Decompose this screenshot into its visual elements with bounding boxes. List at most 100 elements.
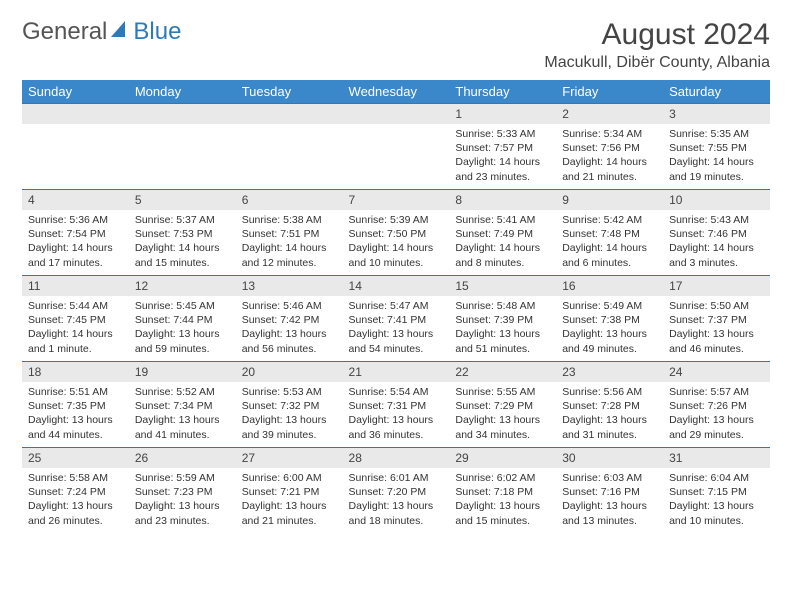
weekday-header: Wednesday [343, 80, 450, 104]
day-number: 12 [129, 276, 236, 296]
day-number: 19 [129, 362, 236, 382]
day-number: 30 [556, 448, 663, 468]
month-title: August 2024 [544, 18, 770, 52]
day-number: 16 [556, 276, 663, 296]
calendar-day-cell: 31Sunrise: 6:04 AMSunset: 7:15 PMDayligh… [663, 448, 770, 534]
calendar-day-cell: 16Sunrise: 5:49 AMSunset: 7:38 PMDayligh… [556, 276, 663, 362]
title-block: August 2024 Macukull, Dibër County, Alba… [544, 18, 770, 72]
day-details: Sunrise: 5:42 AMSunset: 7:48 PMDaylight:… [556, 210, 663, 274]
day-details: Sunrise: 5:48 AMSunset: 7:39 PMDaylight:… [449, 296, 556, 360]
calendar-day-cell: 4Sunrise: 5:36 AMSunset: 7:54 PMDaylight… [22, 190, 129, 276]
calendar-day-cell: 20Sunrise: 5:53 AMSunset: 7:32 PMDayligh… [236, 362, 343, 448]
calendar-day-cell: 24Sunrise: 5:57 AMSunset: 7:26 PMDayligh… [663, 362, 770, 448]
day-details: Sunrise: 5:54 AMSunset: 7:31 PMDaylight:… [343, 382, 450, 446]
day-number: 3 [663, 104, 770, 124]
day-details: Sunrise: 5:36 AMSunset: 7:54 PMDaylight:… [22, 210, 129, 274]
calendar-day-cell: 3Sunrise: 5:35 AMSunset: 7:55 PMDaylight… [663, 104, 770, 190]
calendar-day-cell: 10Sunrise: 5:43 AMSunset: 7:46 PMDayligh… [663, 190, 770, 276]
day-number: 15 [449, 276, 556, 296]
calendar-day-cell: 22Sunrise: 5:55 AMSunset: 7:29 PMDayligh… [449, 362, 556, 448]
calendar-day-cell: 27Sunrise: 6:00 AMSunset: 7:21 PMDayligh… [236, 448, 343, 534]
calendar-day-cell: 18Sunrise: 5:51 AMSunset: 7:35 PMDayligh… [22, 362, 129, 448]
day-details: Sunrise: 6:00 AMSunset: 7:21 PMDaylight:… [236, 468, 343, 532]
calendar-day-cell: 28Sunrise: 6:01 AMSunset: 7:20 PMDayligh… [343, 448, 450, 534]
calendar-week-row: 11Sunrise: 5:44 AMSunset: 7:45 PMDayligh… [22, 276, 770, 362]
calendar-day-cell: 30Sunrise: 6:03 AMSunset: 7:16 PMDayligh… [556, 448, 663, 534]
calendar-empty-cell [129, 104, 236, 190]
day-number: 1 [449, 104, 556, 124]
day-details: Sunrise: 5:59 AMSunset: 7:23 PMDaylight:… [129, 468, 236, 532]
calendar-day-cell: 17Sunrise: 5:50 AMSunset: 7:37 PMDayligh… [663, 276, 770, 362]
day-number: 23 [556, 362, 663, 382]
calendar-table: SundayMondayTuesdayWednesdayThursdayFrid… [22, 80, 770, 534]
calendar-day-cell: 11Sunrise: 5:44 AMSunset: 7:45 PMDayligh… [22, 276, 129, 362]
day-number: 29 [449, 448, 556, 468]
day-details: Sunrise: 5:37 AMSunset: 7:53 PMDaylight:… [129, 210, 236, 274]
day-details: Sunrise: 6:01 AMSunset: 7:20 PMDaylight:… [343, 468, 450, 532]
day-details: Sunrise: 5:49 AMSunset: 7:38 PMDaylight:… [556, 296, 663, 360]
day-details: Sunrise: 5:43 AMSunset: 7:46 PMDaylight:… [663, 210, 770, 274]
day-details: Sunrise: 6:03 AMSunset: 7:16 PMDaylight:… [556, 468, 663, 532]
day-number-empty [236, 104, 343, 124]
day-details: Sunrise: 5:51 AMSunset: 7:35 PMDaylight:… [22, 382, 129, 446]
calendar-day-cell: 6Sunrise: 5:38 AMSunset: 7:51 PMDaylight… [236, 190, 343, 276]
header: General Blue August 2024 Macukull, Dibër… [22, 18, 770, 72]
day-details: Sunrise: 6:02 AMSunset: 7:18 PMDaylight:… [449, 468, 556, 532]
day-number: 18 [22, 362, 129, 382]
day-number-empty [343, 104, 450, 124]
day-number: 7 [343, 190, 450, 210]
day-number: 4 [22, 190, 129, 210]
calendar-day-cell: 9Sunrise: 5:42 AMSunset: 7:48 PMDaylight… [556, 190, 663, 276]
weekday-header: Saturday [663, 80, 770, 104]
weekday-header: Friday [556, 80, 663, 104]
day-number: 21 [343, 362, 450, 382]
calendar-week-row: 25Sunrise: 5:58 AMSunset: 7:24 PMDayligh… [22, 448, 770, 534]
calendar-day-cell: 1Sunrise: 5:33 AMSunset: 7:57 PMDaylight… [449, 104, 556, 190]
calendar-day-cell: 19Sunrise: 5:52 AMSunset: 7:34 PMDayligh… [129, 362, 236, 448]
day-number: 11 [22, 276, 129, 296]
day-details: Sunrise: 5:55 AMSunset: 7:29 PMDaylight:… [449, 382, 556, 446]
calendar-week-row: 18Sunrise: 5:51 AMSunset: 7:35 PMDayligh… [22, 362, 770, 448]
weekday-header: Monday [129, 80, 236, 104]
day-details: Sunrise: 6:04 AMSunset: 7:15 PMDaylight:… [663, 468, 770, 532]
day-number: 13 [236, 276, 343, 296]
day-number: 31 [663, 448, 770, 468]
day-number: 26 [129, 448, 236, 468]
day-number: 6 [236, 190, 343, 210]
calendar-day-cell: 26Sunrise: 5:59 AMSunset: 7:23 PMDayligh… [129, 448, 236, 534]
day-details: Sunrise: 5:41 AMSunset: 7:49 PMDaylight:… [449, 210, 556, 274]
day-details: Sunrise: 5:56 AMSunset: 7:28 PMDaylight:… [556, 382, 663, 446]
day-number: 28 [343, 448, 450, 468]
day-number: 17 [663, 276, 770, 296]
day-number: 24 [663, 362, 770, 382]
location-text: Macukull, Dibër County, Albania [544, 54, 770, 72]
logo-text-general: General [22, 18, 107, 46]
day-details: Sunrise: 5:47 AMSunset: 7:41 PMDaylight:… [343, 296, 450, 360]
calendar-day-cell: 15Sunrise: 5:48 AMSunset: 7:39 PMDayligh… [449, 276, 556, 362]
calendar-empty-cell [343, 104, 450, 190]
day-details: Sunrise: 5:44 AMSunset: 7:45 PMDaylight:… [22, 296, 129, 360]
day-details: Sunrise: 5:39 AMSunset: 7:50 PMDaylight:… [343, 210, 450, 274]
day-details: Sunrise: 5:38 AMSunset: 7:51 PMDaylight:… [236, 210, 343, 274]
day-details: Sunrise: 5:33 AMSunset: 7:57 PMDaylight:… [449, 124, 556, 188]
day-details: Sunrise: 5:50 AMSunset: 7:37 PMDaylight:… [663, 296, 770, 360]
logo: General Blue [22, 18, 181, 46]
calendar-header-row: SundayMondayTuesdayWednesdayThursdayFrid… [22, 80, 770, 104]
day-details: Sunrise: 5:45 AMSunset: 7:44 PMDaylight:… [129, 296, 236, 360]
day-details: Sunrise: 5:58 AMSunset: 7:24 PMDaylight:… [22, 468, 129, 532]
calendar-day-cell: 12Sunrise: 5:45 AMSunset: 7:44 PMDayligh… [129, 276, 236, 362]
weekday-header: Sunday [22, 80, 129, 104]
day-number: 10 [663, 190, 770, 210]
day-details: Sunrise: 5:57 AMSunset: 7:26 PMDaylight:… [663, 382, 770, 446]
calendar-day-cell: 7Sunrise: 5:39 AMSunset: 7:50 PMDaylight… [343, 190, 450, 276]
day-number: 2 [556, 104, 663, 124]
weekday-header: Tuesday [236, 80, 343, 104]
calendar-empty-cell [22, 104, 129, 190]
calendar-day-cell: 29Sunrise: 6:02 AMSunset: 7:18 PMDayligh… [449, 448, 556, 534]
day-details: Sunrise: 5:35 AMSunset: 7:55 PMDaylight:… [663, 124, 770, 188]
day-number: 9 [556, 190, 663, 210]
logo-text-blue: Blue [133, 18, 181, 46]
day-number: 8 [449, 190, 556, 210]
calendar-week-row: 1Sunrise: 5:33 AMSunset: 7:57 PMDaylight… [22, 104, 770, 190]
calendar-day-cell: 5Sunrise: 5:37 AMSunset: 7:53 PMDaylight… [129, 190, 236, 276]
